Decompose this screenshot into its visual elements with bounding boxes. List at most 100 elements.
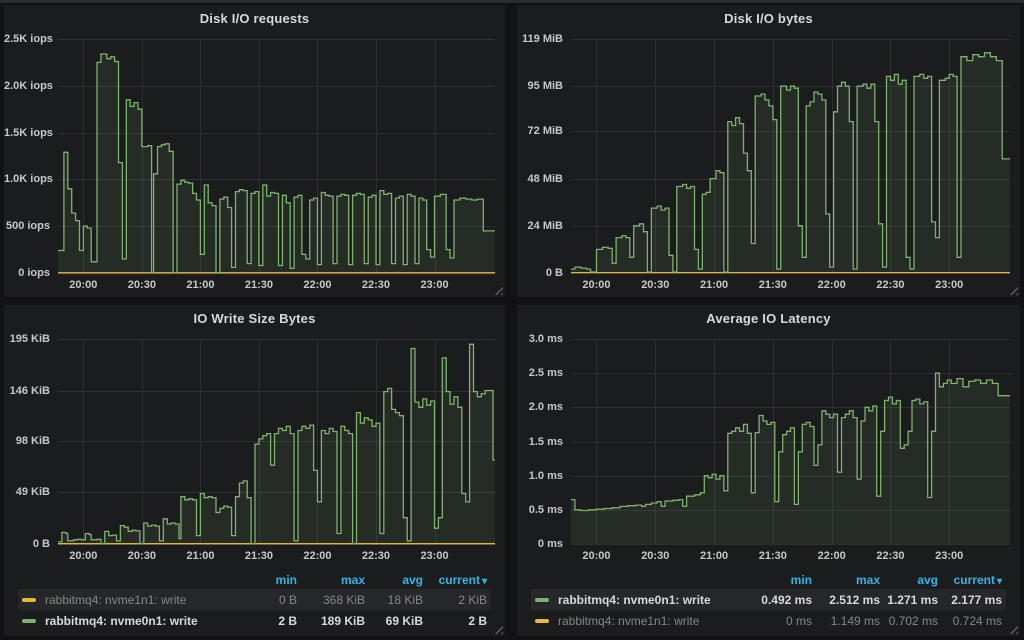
legend-min-value: 0 ms	[785, 613, 812, 628]
legend-avg-value: 69 KiB	[385, 613, 423, 628]
legend-header-row: min max avg current ▾	[531, 570, 1006, 589]
y-axis-label: 0.5 ms	[528, 503, 563, 516]
legend-col-current[interactable]: current ▾	[953, 572, 1002, 587]
x-axis-label: 20:00	[582, 550, 611, 562]
chart-svg	[571, 339, 1010, 545]
series-line	[58, 343, 495, 545]
legend-col-avg[interactable]: avg	[402, 572, 423, 587]
panel-resize-handle[interactable]	[494, 625, 503, 634]
series-color-swatch[interactable]	[535, 618, 549, 623]
x-axis-label: 23:00	[420, 279, 449, 291]
panel-title[interactable]: IO Write Size Bytes	[193, 310, 316, 326]
panel-header[interactable]: Disk I/O requests	[4, 5, 505, 31]
x-axis-label: 21:30	[244, 550, 273, 562]
legend-table: min max avg current ▾ rabbitmq4: nvme0n1:…	[517, 568, 1020, 636]
panel-resize-handle[interactable]	[1009, 625, 1018, 634]
legend-series-label[interactable]: rabbitmq4: nvme1n1: write	[558, 613, 700, 628]
series-line	[58, 53, 495, 274]
legend-col-max[interactable]: max	[855, 572, 880, 587]
legend-current-value: 2 KiB	[458, 592, 487, 607]
chart-plot-area[interactable]: 0 B 24 MiB 48 MiB 72 MiB 95 MiB 119 MiB 20:00 2…	[517, 31, 1020, 297]
y-axis-label: 49 KiB	[15, 486, 50, 499]
legend-series-toggle[interactable]: rabbitmq4: nvme0n1: write	[22, 614, 243, 628]
x-axis-label: 20:30	[641, 279, 670, 291]
series-fill	[58, 54, 495, 273]
chart-svg	[571, 39, 1010, 274]
x-axis-label: 21:00	[699, 279, 729, 291]
legend-min-value: 2 B	[278, 613, 297, 628]
legend-col-current[interactable]: current ▾	[438, 572, 487, 587]
series-color-swatch[interactable]	[535, 597, 549, 602]
y-axis-label: 48 MiB	[527, 172, 563, 185]
x-axis-label: 21:00	[186, 550, 215, 562]
y-axis-label: 72 MiB	[527, 125, 563, 138]
y-axis-label: 1.0K iops	[4, 173, 53, 186]
y-axis-label: 0 iops	[18, 267, 50, 279]
x-axis-label: 21:00	[699, 550, 729, 562]
y-axis-label: 146 KiB	[9, 384, 50, 397]
x-axis-label: 22:30	[361, 279, 391, 291]
x-axis-label: 21:30	[758, 279, 787, 291]
series-color-swatch[interactable]	[22, 597, 36, 602]
legend-avg-value: 0.702 ms	[888, 613, 938, 628]
y-axis-label: 95 MiB	[527, 80, 563, 93]
x-axis-label: 20:00	[69, 550, 98, 562]
y-axis-label: 1.0 ms	[528, 469, 563, 482]
y-axis-label: 3.0 ms	[528, 333, 563, 345]
x-axis-label: 22:30	[876, 550, 905, 562]
legend-series-toggle[interactable]: rabbitmq4: nvme0n1: write	[535, 593, 758, 607]
legend-series-label[interactable]: rabbitmq4: nvme0n1: write	[45, 613, 198, 628]
legend-avg-value: 1.271 ms	[887, 592, 938, 607]
sort-caret-icon: ▾	[996, 575, 1002, 587]
y-axis-label: 0 ms	[537, 538, 563, 550]
legend-series-toggle[interactable]: rabbitmq4: nvme1n1: write	[22, 593, 243, 607]
legend-current-value: 0.724 ms	[952, 613, 1002, 628]
y-axis-label: 0 B	[32, 538, 50, 550]
x-axis-label: 22:30	[361, 550, 391, 562]
panel-title[interactable]: Disk I/O bytes	[724, 10, 813, 26]
y-axis-label: 0 B	[545, 267, 563, 279]
chart-plot-area[interactable]: 0 iops 500 iops 1.0K iops 1.5K iops 2.0K iop…	[4, 31, 505, 297]
series-line	[571, 52, 1010, 273]
legend-min-value: 0.492 ms	[761, 592, 812, 607]
x-axis-label: 22:30	[876, 279, 905, 291]
x-axis-label: 23:00	[935, 550, 964, 562]
legend-col-min[interactable]: min	[275, 572, 297, 587]
panel-header[interactable]: Average IO Latency	[517, 305, 1020, 331]
panel-disk-io-bytes: Disk I/O bytes 0 B 24 MiB 48 MiB 72 MiB 95 M…	[517, 5, 1020, 297]
panel-resize-handle[interactable]	[1009, 286, 1018, 295]
legend-series-label[interactable]: rabbitmq4: nvme1n1: write	[45, 592, 187, 607]
series-line	[571, 372, 1010, 512]
chart-plot-area[interactable]: 0 ms 0.5 ms 1.0 ms 1.5 ms 2.0 ms 2.5 ms 3.0 ms…	[517, 331, 1020, 568]
legend-max-value: 368 KiB	[322, 592, 365, 607]
panel-title[interactable]: Average IO Latency	[706, 310, 831, 326]
legend-col-avg[interactable]: avg	[917, 572, 938, 587]
panel-title[interactable]: Disk I/O requests	[199, 10, 310, 26]
legend-max-value: 2.512 ms	[829, 592, 880, 607]
legend-min-value: 0 B	[278, 592, 297, 607]
y-axis-label: 2.5K iops	[4, 33, 53, 45]
series-fill	[58, 344, 495, 544]
panel-header[interactable]: IO Write Size Bytes	[4, 305, 505, 331]
panel-header[interactable]: Disk I/O bytes	[517, 5, 1020, 31]
x-axis-label: 23:00	[420, 550, 449, 562]
dashboard-grid: Disk I/O requests 0 iops 500 iops 1.0K iop…	[4, 5, 1020, 636]
panel-resize-handle[interactable]	[494, 286, 503, 295]
legend-row-nvme0n1: rabbitmq4: nvme0n1: write 2 B 189 KiB 69…	[18, 610, 491, 631]
page-top-strip	[0, 0, 1024, 3]
legend-table: min max avg current ▾ rabbitmq4: nvme1n1:…	[4, 568, 505, 636]
x-axis-label: 20:30	[641, 550, 670, 562]
x-axis-label: 21:30	[244, 279, 273, 291]
chart-svg	[58, 39, 495, 274]
legend-col-min[interactable]: min	[790, 572, 812, 587]
series-fill	[571, 52, 1010, 273]
legend-series-label[interactable]: rabbitmq4: nvme0n1: write	[558, 592, 711, 607]
legend-current-value: 2 B	[468, 613, 487, 628]
legend-col-max[interactable]: max	[340, 572, 365, 587]
legend-current-value: 2.177 ms	[951, 592, 1002, 607]
legend-row-nvme1n1: rabbitmq4: nvme1n1: write 0 B 368 KiB 18…	[18, 589, 491, 610]
series-color-swatch[interactable]	[22, 618, 36, 623]
y-axis-label: 1.5K iops	[4, 126, 53, 139]
legend-series-toggle[interactable]: rabbitmq4: nvme1n1: write	[535, 614, 758, 628]
chart-plot-area[interactable]: 0 B 49 KiB 98 KiB 146 KiB 195 KiB 20:00 20:30 2…	[4, 331, 505, 568]
